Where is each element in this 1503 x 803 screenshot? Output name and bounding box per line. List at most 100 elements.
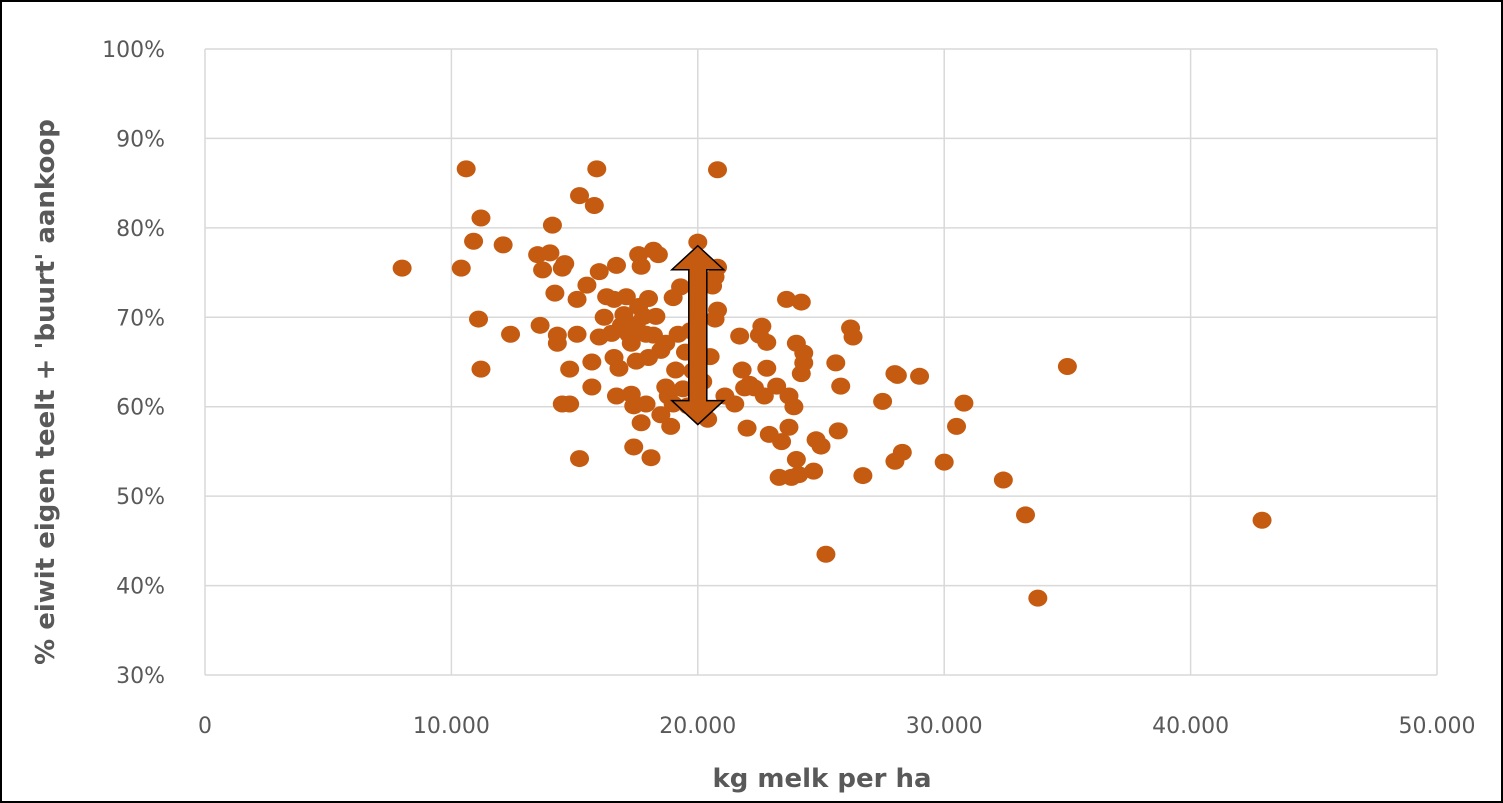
data-point: [730, 327, 750, 345]
data-point: [752, 317, 772, 335]
y-tick-label: 30%: [116, 664, 165, 689]
data-point: [570, 187, 590, 205]
data-point: [811, 437, 831, 455]
data-point: [934, 453, 954, 471]
data-point: [671, 278, 691, 296]
data-point: [582, 353, 602, 371]
y-tick-label: 60%: [116, 396, 165, 421]
y-tick-label: 40%: [116, 575, 165, 600]
y-tick-label: 100%: [102, 38, 165, 63]
data-point: [606, 387, 626, 405]
data-point: [993, 471, 1013, 489]
data-point: [614, 306, 634, 324]
data-point: [791, 293, 811, 311]
x-tick-label: 10.000: [413, 714, 490, 739]
data-point: [631, 257, 651, 275]
data-point: [732, 361, 752, 379]
data-point: [947, 417, 967, 435]
data-point: [794, 354, 814, 372]
data-point: [1252, 511, 1272, 529]
data-point: [464, 232, 484, 250]
y-tick-label: 80%: [116, 217, 165, 242]
data-point: [646, 307, 666, 325]
data-point: [737, 419, 757, 437]
y-tick-label: 90%: [116, 127, 165, 152]
data-point: [779, 418, 799, 436]
data-point: [804, 462, 824, 480]
data-point: [636, 395, 656, 413]
data-point: [789, 466, 809, 484]
data-point: [708, 161, 728, 179]
data-point: [451, 259, 471, 277]
data-point: [547, 326, 567, 344]
data-point: [589, 263, 609, 281]
data-point: [725, 395, 745, 413]
x-tick-label: 30.000: [906, 714, 983, 739]
data-point: [757, 359, 777, 377]
data-point: [594, 308, 614, 326]
data-point: [816, 545, 836, 563]
data-point: [873, 392, 893, 410]
data-point: [786, 450, 806, 468]
data-point: [772, 433, 792, 451]
data-point: [560, 360, 580, 378]
data-point: [501, 325, 521, 343]
data-point: [469, 310, 489, 328]
data-point: [567, 290, 587, 308]
data-point: [493, 236, 513, 254]
range-arrow: [669, 244, 726, 426]
y-tick-label: 50%: [116, 485, 165, 510]
data-point: [530, 316, 550, 334]
data-point: [624, 438, 644, 456]
data-point: [853, 467, 873, 485]
data-point: [777, 290, 797, 308]
data-point: [639, 290, 659, 308]
data-point: [471, 209, 491, 227]
data-point: [456, 160, 476, 178]
data-point: [673, 380, 693, 398]
y-axis-title: % eiwit eigen teelt + 'buurt' aankoop: [31, 119, 61, 665]
data-point: [567, 325, 587, 343]
data-point: [784, 398, 804, 416]
data-point: [831, 377, 851, 395]
data-point: [471, 360, 491, 378]
data-point: [666, 361, 686, 379]
data-point: [757, 333, 777, 351]
data-point: [582, 378, 602, 396]
data-point: [392, 259, 412, 277]
data-point: [542, 216, 562, 234]
x-tick-label: 40.000: [1152, 714, 1229, 739]
double-arrow-icon: [669, 244, 726, 426]
data-point: [1057, 357, 1077, 375]
data-point: [648, 246, 668, 264]
data-point: [533, 261, 553, 279]
data-point: [621, 334, 641, 352]
data-point: [609, 359, 629, 377]
data-point: [545, 284, 565, 302]
x-axis-title: kg melk per ha: [712, 764, 931, 794]
data-point: [616, 288, 636, 306]
x-tick-label: 20.000: [659, 714, 736, 739]
data-point: [570, 450, 590, 468]
data-point: [954, 394, 974, 412]
data-point: [587, 160, 607, 178]
data-point: [661, 417, 681, 435]
data-point: [606, 256, 626, 274]
data-point: [708, 301, 728, 319]
data-point: [688, 233, 708, 251]
data-point: [843, 328, 863, 346]
data-point: [910, 367, 930, 385]
x-axis-ticks: 0 10.000 20.000 30.000 40.000 50.000: [198, 714, 1475, 739]
y-axis-ticks: 30% 40% 50% 60% 70% 80% 90% 100%: [102, 38, 165, 689]
data-point: [828, 422, 848, 440]
x-tick-label: 0: [198, 714, 212, 739]
data-point: [540, 244, 560, 262]
data-point: [651, 406, 671, 424]
y-tick-label: 70%: [116, 306, 165, 331]
x-tick-label: 50.000: [1399, 714, 1476, 739]
data-point: [892, 443, 912, 461]
data-point: [1016, 506, 1036, 524]
data-point: [577, 276, 597, 294]
